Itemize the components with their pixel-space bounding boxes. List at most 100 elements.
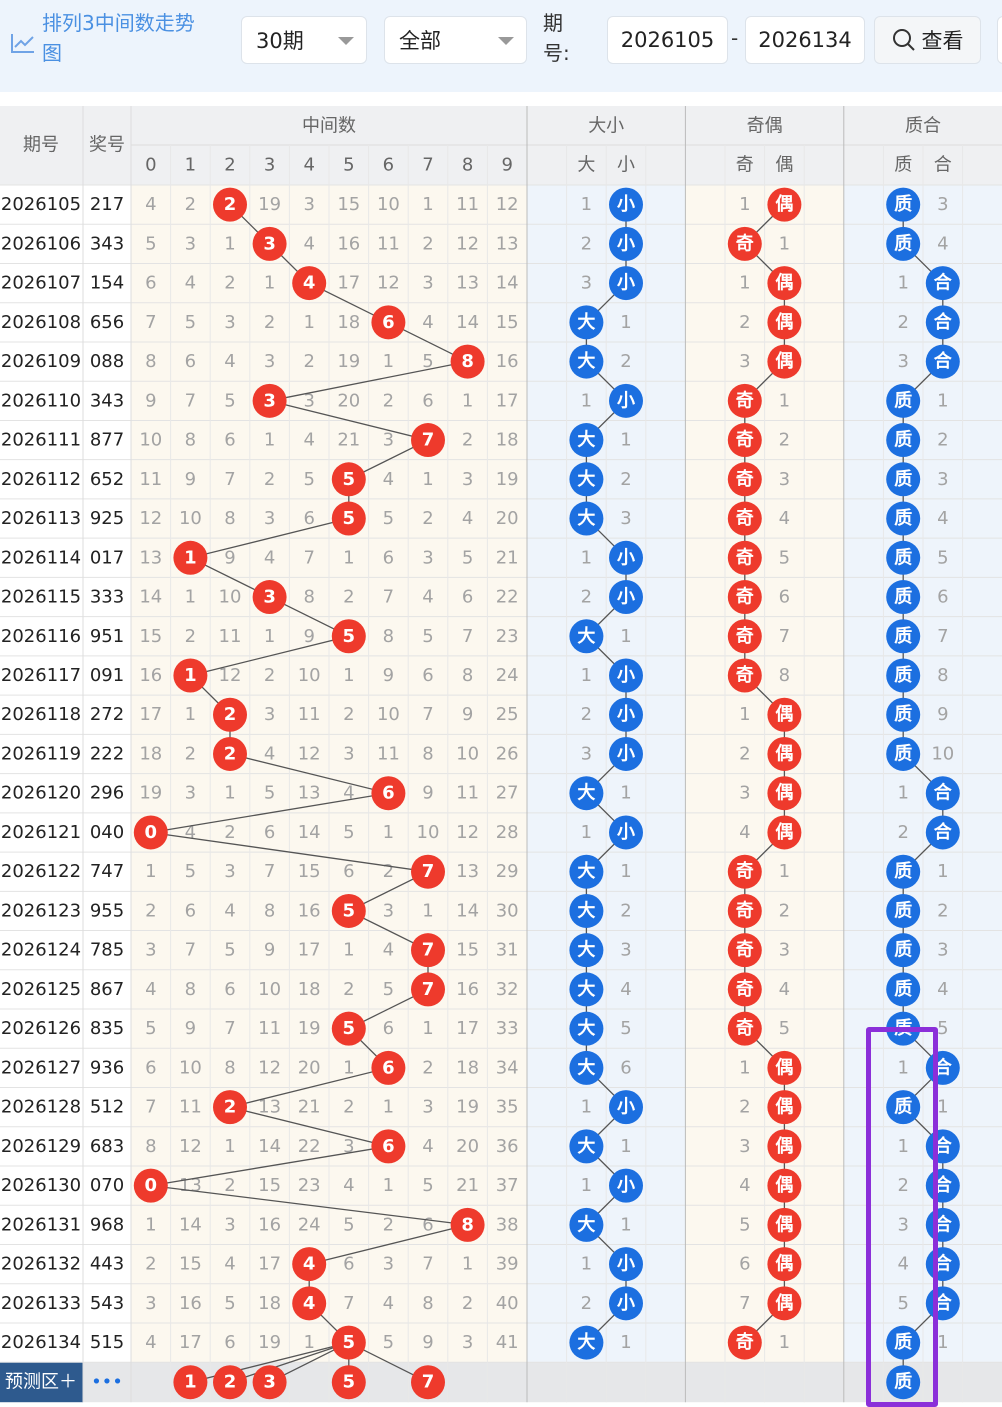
prize-number: 747 (90, 861, 124, 882)
miss-count: 1 (620, 430, 631, 451)
miss-count: 4 (620, 979, 631, 1000)
period-select[interactable]: 30期 (241, 16, 367, 64)
prize-number: 443 (90, 1254, 124, 1275)
miss-count: 4 (383, 1293, 394, 1314)
prize-number: 343 (90, 390, 124, 411)
hit-ball-text: 偶 (775, 782, 793, 804)
hit-ball (569, 501, 604, 536)
miss-count: 37 (496, 1175, 519, 1196)
miss-count: 12 (456, 233, 479, 254)
miss-count: 9 (937, 704, 948, 725)
hit-ball (569, 893, 604, 928)
miss-count: 2 (897, 822, 908, 843)
hit-ball-text: 偶 (775, 193, 793, 215)
hit-ball (450, 344, 485, 379)
miss-count: 6 (343, 861, 354, 882)
miss-count: 4 (264, 743, 275, 764)
hit-ball (767, 1090, 802, 1125)
miss-count: 5 (383, 1332, 394, 1353)
miss-count: 1 (581, 665, 592, 686)
prize-number: 217 (90, 194, 124, 215)
hit-ball-text: 质 (894, 626, 912, 647)
miss-count: 33 (496, 1018, 519, 1039)
search-button[interactable]: 查看 (874, 16, 981, 64)
header-digit: 0 (145, 155, 156, 176)
hit-ball-text: 合 (934, 350, 953, 372)
miss-count: 5 (343, 1214, 354, 1235)
prize-number: 656 (90, 312, 124, 333)
miss-count: 6 (185, 900, 196, 921)
miss-count: 5 (897, 1293, 908, 1314)
miss-count: 7 (422, 1254, 433, 1275)
miss-count: 1 (224, 233, 235, 254)
miss-count: 4 (145, 194, 156, 215)
miss-count: 24 (496, 665, 519, 686)
header-period: 期号 (23, 135, 59, 156)
miss-count: 3 (224, 861, 235, 882)
hit-ball (886, 226, 921, 261)
miss-count: 8 (779, 665, 790, 686)
miss-count: 3 (145, 1293, 156, 1314)
period: 2026128 (1, 1097, 81, 1118)
miss-count: 20 (298, 1057, 321, 1078)
miss-count: 4 (422, 1136, 433, 1157)
miss-count: 5 (422, 351, 433, 372)
miss-count: 11 (377, 233, 400, 254)
miss-count: 6 (383, 1018, 394, 1039)
hit-ball (886, 1325, 921, 1360)
miss-count: 20 (456, 1136, 479, 1157)
range-start-text: 2026105 (620, 28, 715, 52)
miss-count: 1 (264, 626, 275, 647)
hit-ball-text: 小 (617, 822, 635, 843)
miss-count: 1 (779, 390, 790, 411)
miss-count: 16 (456, 979, 479, 1000)
hit-ball-text: 大 (577, 1056, 595, 1078)
hit-ball (213, 1365, 247, 1400)
miss-count: 4 (264, 547, 275, 568)
hit-ball (886, 383, 921, 418)
type-select-text: 全部 (399, 29, 441, 53)
hit-ball (727, 501, 762, 536)
prize-number: 017 (90, 547, 124, 568)
header-digit: 1 (185, 155, 196, 176)
prize-number: 088 (90, 351, 124, 372)
hit-ball (331, 462, 366, 497)
miss-count: 1 (185, 704, 196, 725)
range-end-input[interactable]: 2026134 (745, 16, 865, 64)
prize-number: 154 (90, 273, 124, 294)
hit-ball (925, 305, 960, 340)
miss-count: 7 (185, 940, 196, 961)
miss-count: 2 (462, 1293, 473, 1314)
miss-count: 3 (383, 1254, 394, 1275)
miss-count: 1 (581, 390, 592, 411)
range-label: 期号: (543, 11, 570, 65)
hit-ball-text: 大 (577, 860, 595, 882)
hit-ball (767, 1050, 802, 1085)
miss-count: 4 (779, 508, 790, 529)
miss-count: 1 (422, 900, 433, 921)
miss-count: 2 (185, 194, 196, 215)
header-number: 奖号 (89, 135, 125, 156)
hit-ball (213, 1090, 247, 1125)
prize-number: 543 (90, 1293, 124, 1314)
type-select[interactable]: 全部 (384, 16, 527, 64)
hit-ball (213, 736, 247, 771)
hit-ball (371, 1129, 406, 1164)
prize-number: 343 (90, 233, 124, 254)
hit-ball-text: 质 (894, 430, 912, 451)
hit-ball (292, 1247, 327, 1282)
hit-ball-text: 1 (184, 665, 197, 686)
range-start-input[interactable]: 2026105 (607, 16, 728, 64)
hit-ball (886, 658, 921, 693)
miss-count: 3 (264, 704, 275, 725)
miss-count: 5 (462, 547, 473, 568)
miss-count: 9 (422, 783, 433, 804)
miss-count: 7 (224, 469, 235, 490)
hit-ball-text: 5 (343, 469, 356, 490)
miss-count: 7 (145, 312, 156, 333)
hit-ball-text: 质 (894, 665, 912, 686)
hit-ball-text: 2 (224, 1372, 237, 1393)
hit-ball (727, 1011, 762, 1046)
period: 2026109 (1, 351, 81, 372)
miss-count: 3 (422, 547, 433, 568)
